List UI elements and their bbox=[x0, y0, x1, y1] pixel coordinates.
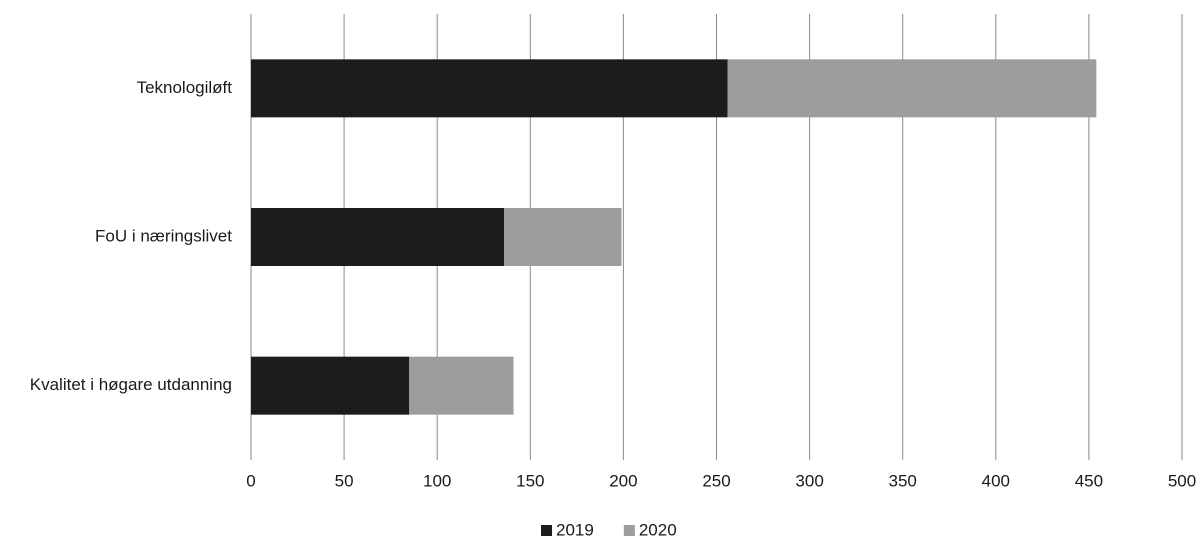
y-tick-label: Kvalitet i høgare utdanning bbox=[30, 375, 232, 394]
y-tick-label: Teknologiløft bbox=[137, 78, 233, 97]
legend-swatch bbox=[623, 525, 635, 536]
x-tick-label: 200 bbox=[609, 471, 637, 490]
legend-label: 2019 bbox=[556, 520, 594, 539]
bar-segment bbox=[251, 59, 728, 118]
x-tick-label: 350 bbox=[889, 471, 917, 490]
bar-segment bbox=[727, 59, 1097, 118]
x-tick-label: 400 bbox=[982, 471, 1010, 490]
x-tick-label: 300 bbox=[795, 471, 823, 490]
x-tick-label: 50 bbox=[335, 471, 354, 490]
y-tick-label: FoU i næringslivet bbox=[95, 226, 232, 245]
x-tick-label: 250 bbox=[702, 471, 730, 490]
legend-swatch bbox=[541, 525, 552, 536]
x-tick-label: 500 bbox=[1168, 471, 1196, 490]
x-tick-label: 450 bbox=[1075, 471, 1103, 490]
bar-segment bbox=[251, 356, 410, 415]
legend-label: 2020 bbox=[639, 520, 677, 539]
bar-segment bbox=[409, 356, 514, 415]
bar-segment bbox=[504, 208, 622, 266]
x-tick-label: 150 bbox=[516, 471, 544, 490]
bar-segment bbox=[251, 208, 505, 266]
x-tick-label: 0 bbox=[246, 471, 255, 490]
x-tick-label: 100 bbox=[423, 471, 451, 490]
